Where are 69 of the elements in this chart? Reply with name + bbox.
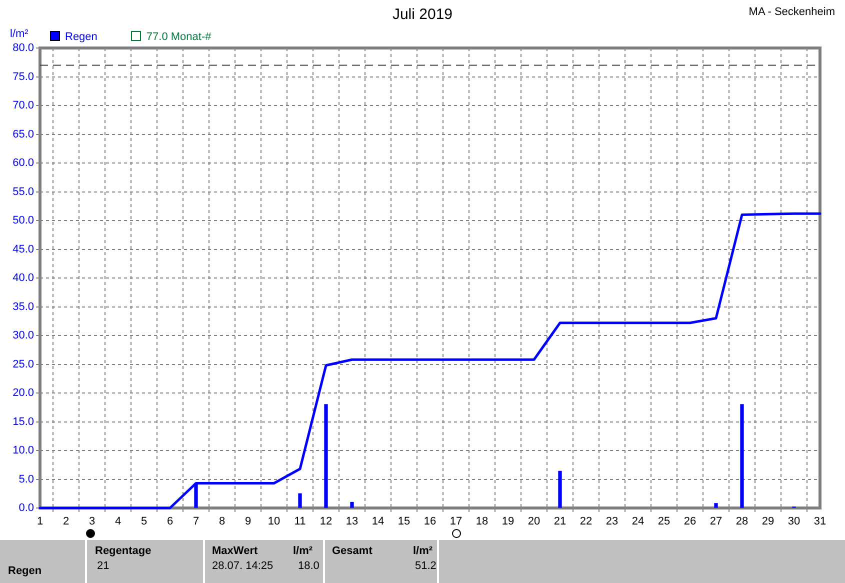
x-tick-label: 12 xyxy=(320,516,332,528)
x-tick-label: 9 xyxy=(244,516,252,528)
x-tick-label: 1 xyxy=(36,516,44,528)
x-tick-label: 17 xyxy=(450,516,462,528)
x-tick-label: 29 xyxy=(762,516,774,528)
y-tick-label: 35.0 xyxy=(12,300,34,313)
y-tick-label: 80.0 xyxy=(12,42,34,54)
y-tick-label: 75.0 xyxy=(12,70,34,83)
x-tick-label: 28 xyxy=(736,516,748,528)
x-tick-label: 25 xyxy=(658,516,670,528)
x-tick-label: 13 xyxy=(346,516,358,528)
x-tick-label: 5 xyxy=(140,516,148,528)
text: Gesamt xyxy=(332,545,372,557)
y-tick-label: 55.0 xyxy=(12,186,34,198)
x-tick-label: 11 xyxy=(294,516,306,528)
text: l/m² xyxy=(293,545,313,557)
x-tick-label: 22 xyxy=(580,516,592,528)
text: 28.07. 14:25 xyxy=(212,560,274,572)
x-tick-label: 3 xyxy=(88,516,96,528)
x-tick-label: 30 xyxy=(788,516,800,528)
x-tick-label: 21 xyxy=(554,516,566,528)
x-tick-label: 24 xyxy=(632,516,644,528)
bar xyxy=(714,503,718,508)
x-tick-label: 6 xyxy=(166,516,174,528)
bar xyxy=(298,493,302,508)
bar xyxy=(350,502,354,508)
x-tick-label: 15 xyxy=(398,516,410,528)
y-tick-label: 70.0 xyxy=(12,100,34,112)
x-tick-label: 26 xyxy=(684,516,696,528)
x-tick-label: 16 xyxy=(424,516,436,528)
bar xyxy=(558,470,562,508)
text: MA - Seckenheim xyxy=(748,6,835,18)
y-tick-label: 65.0 xyxy=(12,128,34,140)
text: MaxWert xyxy=(212,545,258,557)
x-tick-label: 8 xyxy=(218,516,226,528)
y-tick-label: 20.0 xyxy=(12,387,34,400)
y-tick-label: 10.0 xyxy=(12,444,34,457)
text: 18.0 xyxy=(298,560,320,572)
y-tick-label: 50.0 xyxy=(12,214,34,227)
y-tick-label: 60.0 xyxy=(12,157,34,170)
chart-title: Juli 2019 xyxy=(392,6,453,23)
y-tick-label: 0.0 xyxy=(18,502,34,514)
x-tick-label: 18 xyxy=(476,516,488,528)
text: Regentage xyxy=(95,545,152,557)
text: 21 xyxy=(97,560,110,572)
y-tick-label: 40.0 xyxy=(12,272,34,284)
y-tick-label: 30.0 xyxy=(12,330,34,342)
x-tick-label: 14 xyxy=(372,516,384,528)
x-tick-label: 10 xyxy=(268,516,280,528)
x-tick-label: 20 xyxy=(528,516,540,528)
y-tick-label: 15.0 xyxy=(12,416,34,428)
x-tick-label: 23 xyxy=(606,516,618,528)
y-tick-label: 45.0 xyxy=(12,243,34,256)
text: 51.2 xyxy=(415,560,436,572)
y-tick-label: 5.0 xyxy=(18,473,34,486)
y-axis-title: l/m² xyxy=(10,28,28,40)
y-tick-label: 25.0 xyxy=(12,358,34,370)
x-tick-label: 7 xyxy=(192,516,200,528)
bar xyxy=(740,404,744,508)
bar xyxy=(324,404,328,508)
ref-line-label: 77.0 Monat-# xyxy=(145,31,212,43)
x-tick-label: 4 xyxy=(114,516,122,528)
legend-label: Regen xyxy=(64,31,98,43)
x-tick-label: 27 xyxy=(710,516,722,528)
text: Regen xyxy=(8,565,42,577)
text: l/m² xyxy=(413,545,433,557)
x-tick-label: 31 xyxy=(814,516,826,528)
x-tick-label: 19 xyxy=(502,516,514,528)
x-tick-label: 2 xyxy=(62,516,70,528)
